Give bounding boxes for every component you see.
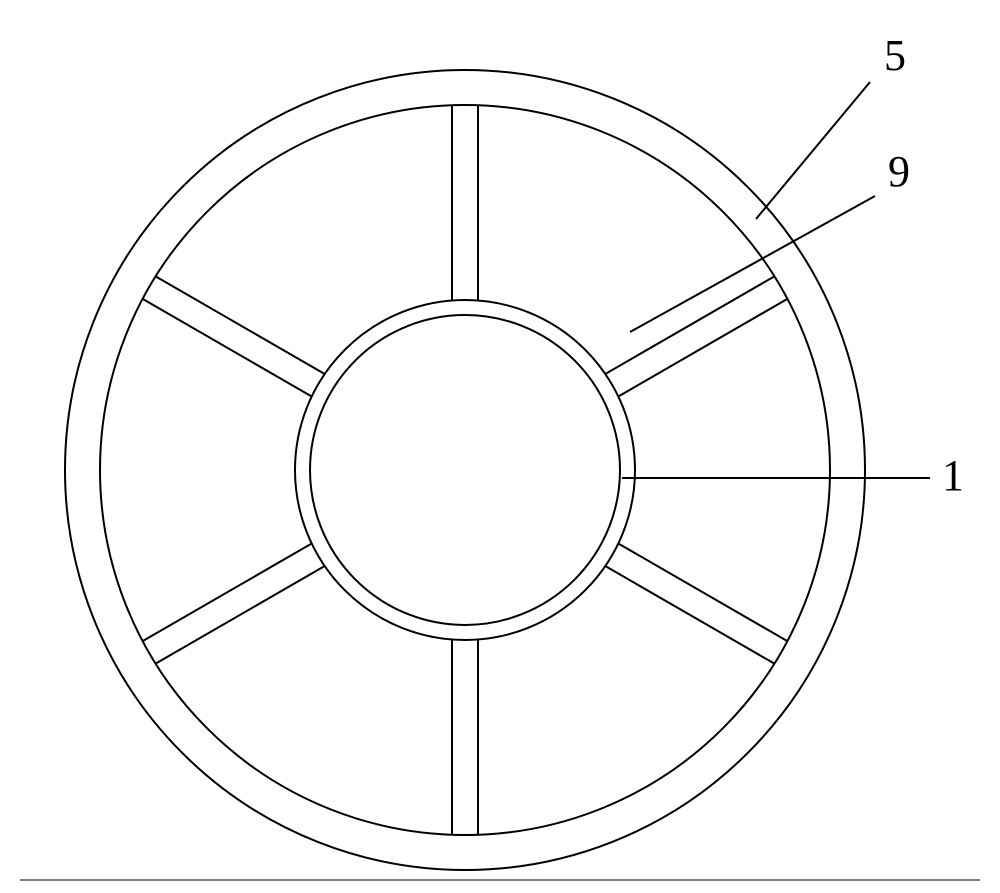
callout-line-5	[756, 82, 870, 219]
callout-label-5: 5	[884, 30, 906, 81]
spoke-edge	[619, 544, 788, 642]
spoke-edge	[619, 299, 788, 397]
callout-label-1: 1	[942, 450, 964, 501]
callout-label-9: 9	[888, 146, 910, 197]
outer-ring-outer	[65, 70, 865, 870]
hub-ring-inner	[310, 315, 620, 625]
spoke-edge	[142, 299, 311, 397]
wheel-diagram-svg	[0, 0, 1000, 893]
spoke-edge	[155, 276, 324, 374]
spoke-edge	[606, 276, 775, 374]
spoke-edge	[142, 544, 311, 642]
callout-line-9	[630, 196, 875, 332]
outer-ring-inner	[100, 105, 830, 835]
spoke-edge	[155, 566, 324, 664]
hub-ring-outer	[295, 300, 635, 640]
diagram-stage: 5 9 1	[0, 0, 1000, 893]
spoke-edge	[606, 566, 775, 664]
